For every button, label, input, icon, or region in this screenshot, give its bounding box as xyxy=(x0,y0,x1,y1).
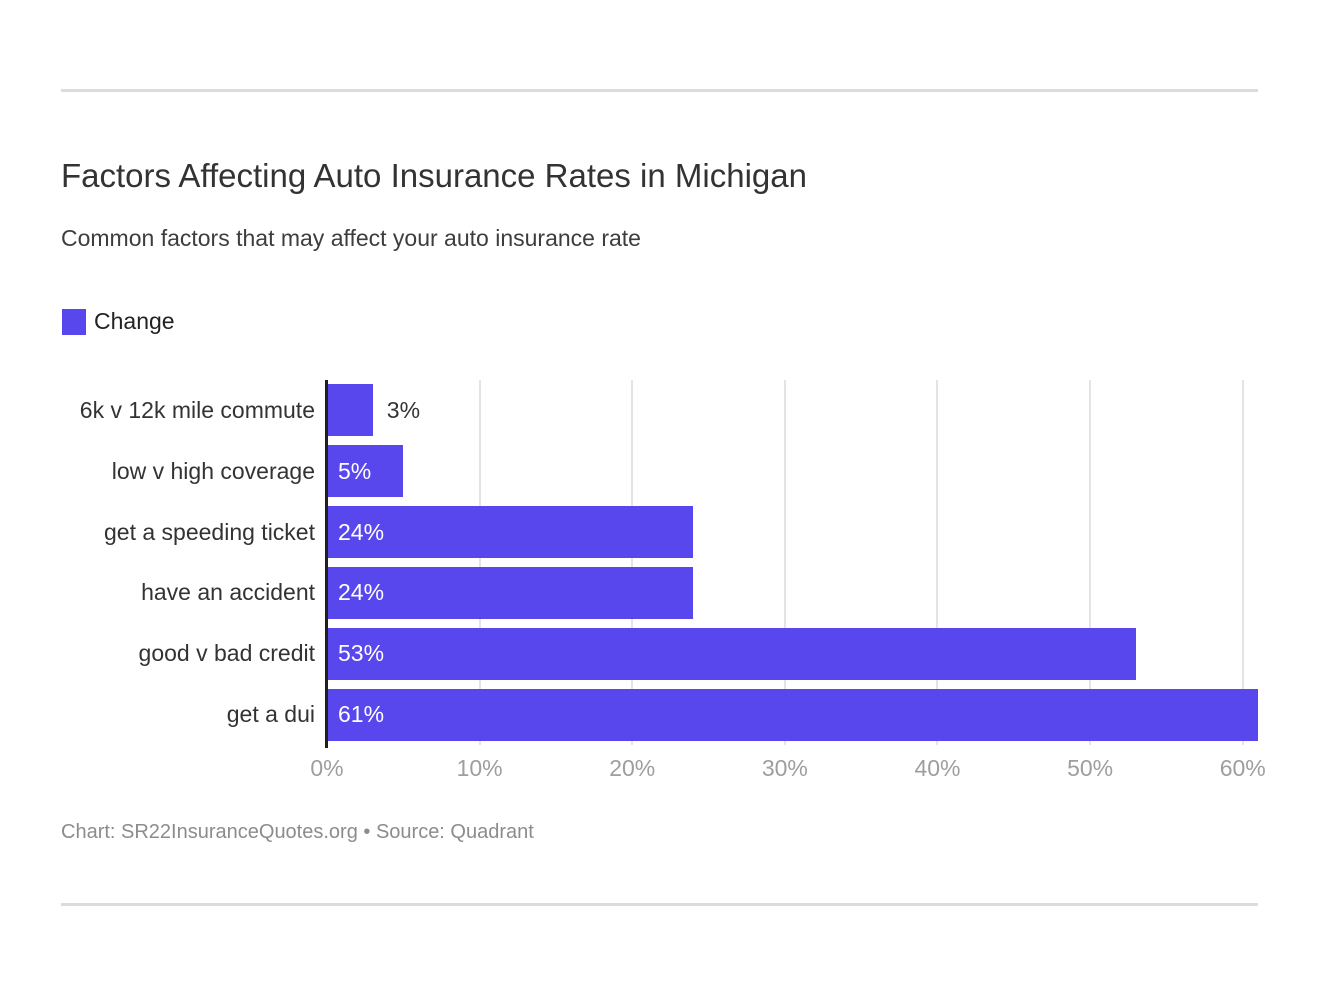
y-axis-line xyxy=(325,380,328,748)
bar: 24% xyxy=(327,506,694,559)
chart-row: get a speeding ticket 24% xyxy=(62,502,1258,563)
chart-subtitle: Common factors that may affect your auto… xyxy=(61,225,641,251)
bar-value-label: 3% xyxy=(386,396,421,423)
bar: 53% xyxy=(327,627,1136,680)
x-tick-label: 30% xyxy=(761,755,808,781)
bar: 61% xyxy=(327,688,1258,741)
bar-value-label: 5% xyxy=(338,457,372,484)
category-label: have an accident xyxy=(141,579,315,606)
bar-value-label: 61% xyxy=(338,701,385,728)
bar-chart: 6k v 12k mile commute 3% low v high covera… xyxy=(62,380,1258,748)
bar-track: 53% xyxy=(327,623,1258,684)
chart-row: have an accident 24% xyxy=(62,562,1258,623)
gridline-50 xyxy=(1089,380,1092,745)
bar-value-label: 24% xyxy=(338,518,385,545)
gridline-60 xyxy=(1241,380,1244,745)
bar-value-label: 24% xyxy=(338,579,385,606)
gridline-10 xyxy=(478,380,481,745)
chart-footer: Chart: SR22InsuranceQuotes.org • Source:… xyxy=(61,821,534,843)
bar-track: 5% xyxy=(327,441,1258,502)
bar-track: 24% xyxy=(327,502,1258,563)
x-tick-label: 20% xyxy=(609,755,656,781)
bar-track: 3% xyxy=(327,380,1258,441)
plot-gridlines xyxy=(327,380,1258,745)
bar-value-label: 53% xyxy=(338,640,385,667)
category-label: get a dui xyxy=(226,701,315,728)
gridline-40 xyxy=(936,380,939,745)
bottom-divider xyxy=(61,903,1258,906)
category-label: low v high coverage xyxy=(111,457,315,484)
x-tick-label: 0% xyxy=(310,755,344,781)
chart-row: 6k v 12k mile commute 3% xyxy=(62,380,1258,441)
category-label: good v bad credit xyxy=(138,640,315,667)
gridline-20 xyxy=(631,380,634,745)
legend: Change xyxy=(62,308,175,335)
bar: 24% xyxy=(327,566,694,619)
x-tick-label: 40% xyxy=(914,755,961,781)
category-label: 6k v 12k mile commute xyxy=(79,396,315,423)
x-tick-label: 10% xyxy=(456,755,503,781)
bar: 5% xyxy=(327,445,404,498)
bar-track: 24% xyxy=(327,562,1258,623)
category-label: get a speeding ticket xyxy=(104,518,315,545)
gridline-30 xyxy=(783,380,786,745)
x-tick-label: 50% xyxy=(1067,755,1114,781)
chart-row: low v high coverage 5% xyxy=(62,441,1258,502)
chart-title: Factors Affecting Auto Insurance Rates i… xyxy=(61,157,807,194)
legend-label: Change xyxy=(94,308,175,334)
chart-row: get a dui 61% xyxy=(62,684,1258,745)
legend-swatch xyxy=(62,308,86,335)
chart-rows: 6k v 12k mile commute 3% low v high covera… xyxy=(62,380,1258,745)
bar xyxy=(327,384,373,437)
chart-row: good v bad credit 53% xyxy=(62,623,1258,684)
bar-track: 61% xyxy=(327,684,1258,745)
top-divider xyxy=(61,89,1258,92)
x-tick-label: 60% xyxy=(1219,755,1266,781)
x-axis-ticks: 0% 10% 20% 30% 40% 50% 60% xyxy=(310,755,1265,787)
